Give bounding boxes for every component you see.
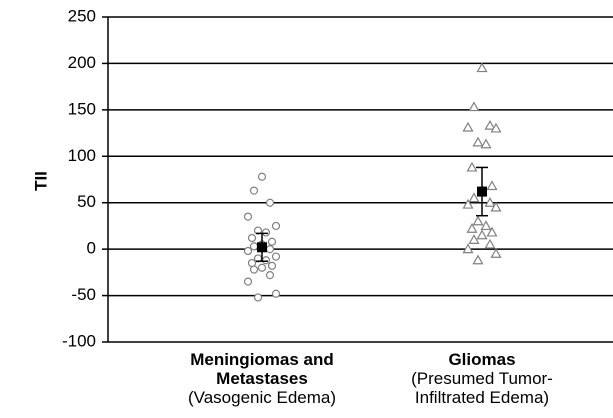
data-point [261,228,271,237]
category-name: Gliomas [448,350,516,369]
data-point [468,234,480,244]
y-tick-label: 50 [77,192,96,211]
category-note: (Presumed Tumor-Infiltrated Edema) [411,369,553,407]
data-point [249,186,259,195]
data-point [247,233,257,243]
data-point [480,220,492,231]
data-point [472,215,484,226]
data-point [462,243,474,254]
data-point [253,293,263,302]
data-point [257,172,267,181]
y-tick-label: 0 [87,239,96,258]
y-tick-label: 100 [68,146,96,165]
data-point [468,192,480,203]
data-point [484,196,496,207]
y-tick-label: 150 [68,99,96,118]
data-point [249,242,259,251]
data-point [490,248,502,258]
data-point [249,265,259,274]
data-point [484,238,496,249]
data-point [480,138,492,149]
mean-marker [477,186,487,197]
data-point [271,289,281,298]
data-point [472,254,484,265]
data-point [267,237,277,246]
data-point [472,136,484,147]
y-axis-label: TII [31,171,50,191]
data-point [243,246,253,256]
data-point [265,245,275,254]
data-point [267,261,277,270]
data-point [243,212,253,221]
y-tick-label: 200 [68,53,96,72]
category-name: Meningiomas and Metastases [190,350,334,388]
y-tick-label: -50 [71,285,96,304]
data-point [243,277,253,286]
data-point [466,222,478,233]
mean-marker [257,242,267,253]
data-point [265,271,275,280]
y-tick-label: -100 [62,331,96,350]
data-point [257,263,267,272]
data-point [476,62,488,73]
data-point [271,221,281,231]
data-point [476,229,488,240]
data-point [490,201,502,212]
category-note: (Vasogenic Edema) [187,388,337,407]
data-point [490,122,502,133]
data-point [462,121,474,132]
data-point [468,101,480,112]
y-tick-label: 250 [68,6,96,25]
data-point [462,198,474,209]
category-label: Meningiomas and Metastases (Vasogenic Ede… [162,350,362,407]
category-label: Gliomas (Presumed Tumor-Infiltrated Edema… [382,350,582,407]
data-point [486,180,498,191]
data-point [486,226,498,237]
data-point [466,161,478,172]
data-point [271,252,281,261]
data-point [261,256,271,265]
data-point [265,198,275,207]
data-point [484,119,496,130]
